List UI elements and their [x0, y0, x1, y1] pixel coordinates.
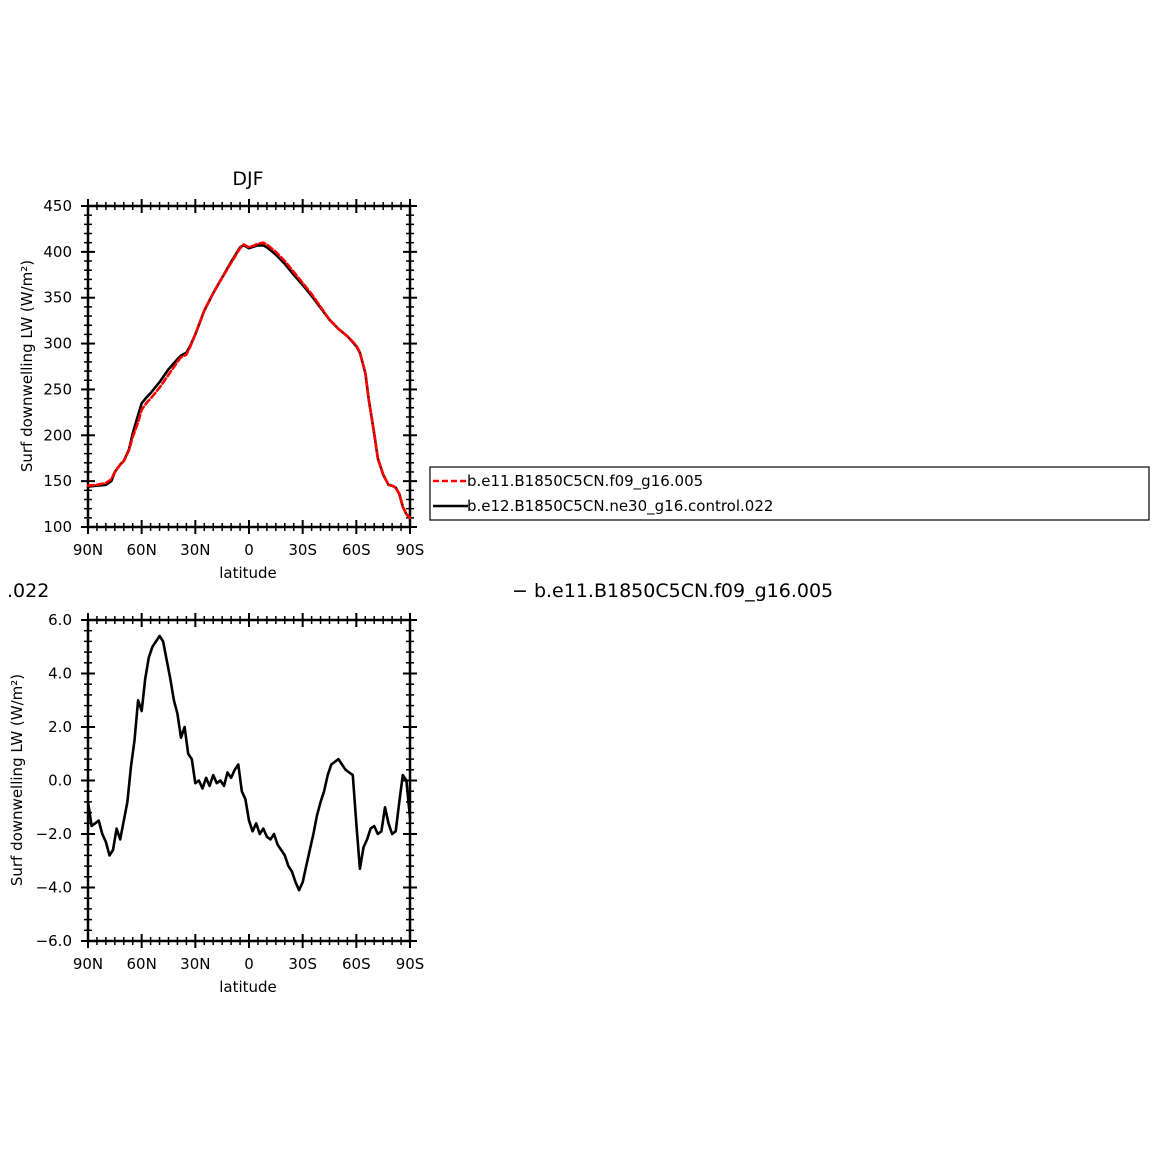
- bottom-chart-x-tick-label: 90S: [396, 955, 425, 973]
- bottom-chart-ticks: [81, 613, 417, 948]
- bottom-chart-y-axis-label: Surf downwelling LW (W/m²): [8, 674, 26, 886]
- top-chart-x-tick-label: 0: [244, 541, 254, 559]
- top-chart-title: DJF: [232, 168, 263, 190]
- top-chart-frame: [86, 204, 412, 529]
- top-chart-y-axis-label: Surf downwelling LW (W/m²): [18, 260, 36, 472]
- bottom-chart-series: [86, 634, 412, 892]
- bottom-chart-y-tick-label: 4.0: [48, 665, 72, 683]
- top-chart-series-line-2: [86, 244, 412, 520]
- top-chart-y-tick-labels: 100 150 200 250 300 350 400 450: [43, 197, 72, 536]
- top-chart-x-tick-labels: 90N 60N 30N 0 30S 60S 90S: [73, 541, 424, 559]
- top-chart-x-tick-label: 60S: [342, 541, 371, 559]
- bottom-chart-x-axis-label: latitude: [219, 978, 277, 996]
- bottom-chart-x-tick-label: 60N: [127, 955, 157, 973]
- top-chart-y-tick-label: 300: [43, 335, 72, 353]
- top-chart-y-tick-label: 400: [43, 243, 72, 261]
- top-chart-y-tick-label: 200: [43, 426, 72, 444]
- bottom-chart-x-tick-labels: 90N 60N 30N 0 30S 60S 90S: [73, 955, 424, 973]
- top-chart-x-tick-label: 30N: [180, 541, 210, 559]
- top-chart-x-tick-label: 90N: [73, 541, 103, 559]
- legend-box: [429, 466, 1150, 521]
- bottom-chart-y-tick-label: −4.0: [36, 879, 72, 897]
- legend-label-series-1: b.e11.B1850C5CN.f09_g16.005: [467, 472, 703, 491]
- top-chart-x-axis-label: latitude: [219, 564, 277, 582]
- top-chart-x-tick-label: 90S: [396, 541, 425, 559]
- bottom-chart-series-line-1: [86, 634, 412, 892]
- fragment-text-left: .022: [7, 580, 49, 602]
- top-chart-series-line-1: [86, 241, 412, 520]
- bottom-chart-x-tick-label: 60S: [342, 955, 371, 973]
- bottom-chart-y-tick-label: 2.0: [48, 718, 72, 736]
- bottom-chart-x-tick-label: 30S: [288, 955, 317, 973]
- legend: b.e11.B1850C5CN.f09_g16.005 b.e12.B1850C…: [429, 466, 1150, 521]
- bottom-chart-y-tick-label: 0.0: [48, 772, 72, 790]
- bottom-chart-x-tick-label: 30N: [180, 955, 210, 973]
- bottom-chart-y-tick-label: 6.0: [48, 611, 72, 629]
- top-chart-y-tick-label: 150: [43, 472, 72, 490]
- fragment-text-right: − b.e11.B1850C5CN.f09_g16.005: [512, 580, 833, 602]
- top-chart: DJF 100 150 200 250 300 350 400 450 90N 60N 30N 0 3…: [18, 168, 424, 582]
- bottom-chart-x-tick-label: 0: [244, 955, 254, 973]
- top-chart-ticks: [81, 199, 417, 534]
- bottom-chart-x-tick-label: 90N: [73, 955, 103, 973]
- top-chart-x-tick-label: 60N: [127, 541, 157, 559]
- top-chart-y-tick-label: 250: [43, 380, 72, 398]
- top-chart-x-tick-label: 30S: [288, 541, 317, 559]
- legend-label-series-2: b.e12.B1850C5CN.ne30_g16.control.022: [467, 497, 773, 516]
- bottom-chart-y-tick-labels: −6.0 −4.0 −2.0 0.0 2.0 4.0 6.0: [36, 611, 72, 950]
- top-chart-y-tick-label: 450: [43, 197, 72, 215]
- bottom-chart-y-tick-label: −6.0: [36, 932, 72, 950]
- bottom-chart-frame: [86, 618, 412, 943]
- bottom-chart: −6.0 −4.0 −2.0 0.0 2.0 4.0 6.0 90N 60N 30N 0 30S 60…: [8, 611, 424, 996]
- top-chart-series: [86, 241, 412, 520]
- top-chart-y-tick-label: 350: [43, 289, 72, 307]
- top-chart-y-tick-label: 100: [43, 518, 72, 536]
- bottom-chart-y-tick-label: −2.0: [36, 825, 72, 843]
